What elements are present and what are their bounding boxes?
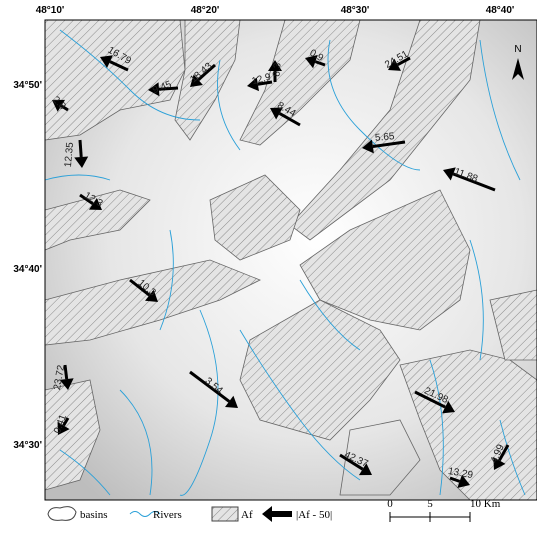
lon-label: 48°30' xyxy=(341,5,370,16)
scale-label: 5 xyxy=(427,498,433,510)
arrow-label: 8.3 xyxy=(271,62,283,77)
lat-label: 34°40' xyxy=(13,264,42,275)
scale-label: 10 Km xyxy=(470,498,501,510)
legend-label: basins xyxy=(80,509,108,521)
lon-label: 48°40' xyxy=(486,5,515,16)
lon-label: 48°20' xyxy=(191,5,220,16)
legend-label: Af xyxy=(241,509,253,521)
lon-label: 48°10' xyxy=(36,5,65,16)
arrow-shaft xyxy=(80,140,81,157)
lat-label: 34°50' xyxy=(13,80,42,91)
north-label: N xyxy=(514,44,521,55)
map: N 48°10' 48°20' 48°30' 48°40' 34°50' 34°40' 34… xyxy=(0,0,537,530)
arrow-label: 12.35 xyxy=(63,141,76,167)
lat-label: 34°30' xyxy=(13,440,42,451)
legend-label: |Af - 50| xyxy=(296,509,332,521)
arrow-label: 5.65 xyxy=(375,131,396,144)
legend xyxy=(48,506,470,522)
scale-label: 0 xyxy=(387,498,393,510)
legend-label: Rivers xyxy=(153,509,182,521)
